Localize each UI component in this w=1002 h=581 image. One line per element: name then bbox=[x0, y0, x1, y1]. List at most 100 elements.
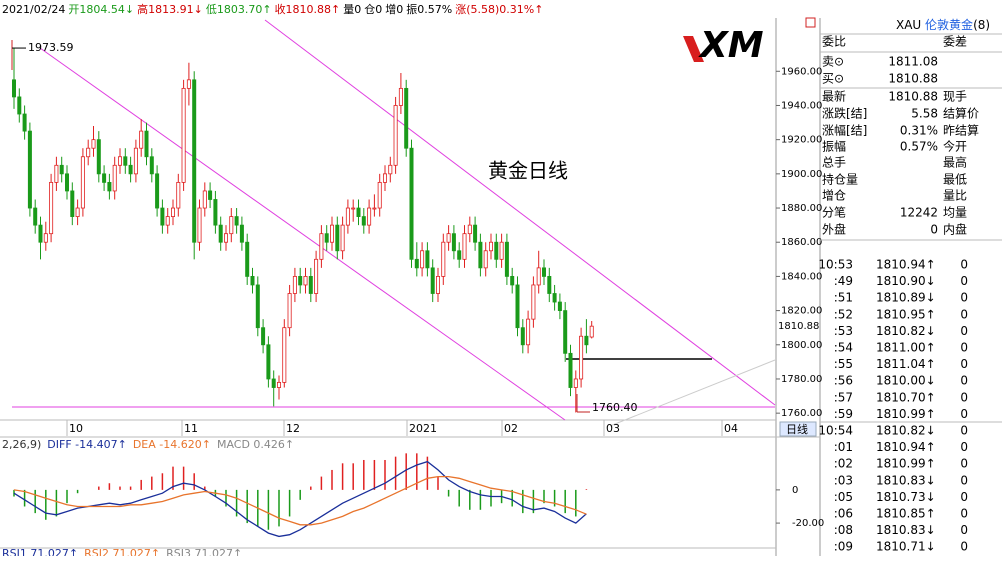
candle-body bbox=[372, 207, 377, 210]
candle-body bbox=[17, 96, 22, 115]
info-text: 2021/02/24 开1804.54↓ 高1813.91↓ 低1803.70↑ 收18… bbox=[2, 2, 543, 16]
candle-body bbox=[149, 156, 154, 175]
candle-body bbox=[557, 301, 562, 311]
row-right: 最高 bbox=[943, 155, 967, 170]
candle-body bbox=[361, 216, 366, 226]
info-item: 2021/02/24 bbox=[2, 3, 65, 16]
candle-body bbox=[435, 276, 440, 294]
tick-time: 10:54 bbox=[818, 424, 853, 438]
candle-body bbox=[261, 327, 266, 346]
tick-price: 1810.94↑ bbox=[876, 258, 936, 272]
candle-body bbox=[11, 79, 16, 98]
info-item: 开1804.54↓ bbox=[68, 3, 134, 16]
tick-price: 1810.82↓ bbox=[876, 324, 936, 338]
candle-body bbox=[59, 164, 64, 175]
row-label: 最新 bbox=[822, 89, 846, 104]
logo: XM bbox=[698, 25, 764, 66]
period-button[interactable]: 日线 bbox=[786, 422, 808, 436]
tick-volume: 0 bbox=[960, 457, 968, 471]
info-item: 收1810.88↑ bbox=[275, 2, 341, 16]
row-right: 现手 bbox=[943, 90, 967, 104]
y-tick-label: 1800.00 bbox=[781, 340, 822, 351]
candle-body bbox=[526, 318, 531, 346]
candle-body bbox=[54, 164, 59, 183]
tick-volume: 0 bbox=[960, 424, 968, 438]
candle-body bbox=[38, 224, 43, 243]
tick-volume: 0 bbox=[960, 357, 968, 371]
candle-body bbox=[234, 216, 239, 226]
candle-body bbox=[520, 327, 525, 346]
tick-time: 10:53 bbox=[818, 258, 853, 272]
x-tick-label: 12 bbox=[286, 422, 300, 435]
tick-price: 1810.83↓ bbox=[876, 473, 936, 487]
candle-body bbox=[531, 284, 536, 320]
candle-body bbox=[420, 250, 425, 269]
tick-volume: 0 bbox=[960, 291, 968, 305]
candle-body bbox=[112, 164, 117, 192]
row-label: 涨幅[结] bbox=[822, 123, 867, 138]
candle-body bbox=[340, 224, 345, 252]
candle-body bbox=[547, 276, 552, 294]
row-right: 均量 bbox=[943, 206, 967, 220]
candle-body bbox=[155, 173, 160, 209]
tick-time: :06 bbox=[834, 507, 853, 521]
tick-price: 1810.89↓ bbox=[876, 291, 936, 305]
candle-body bbox=[398, 87, 403, 106]
candle-body bbox=[478, 241, 483, 269]
tick-time: :01 bbox=[834, 440, 853, 454]
price-chart: 1760.00 1780.00 1800.00 1820.00 1840.00 1860.… bbox=[11, 41, 822, 437]
row-value: 0 bbox=[930, 223, 938, 237]
row-right: 委差 bbox=[943, 35, 967, 49]
candle-body bbox=[483, 250, 488, 269]
candle-body bbox=[409, 147, 414, 260]
candle-body bbox=[287, 293, 292, 329]
tick-time: :54 bbox=[834, 341, 853, 355]
x-tick-label: 11 bbox=[184, 422, 198, 435]
candle-body bbox=[388, 164, 393, 175]
y-tick-label: 1880.00 bbox=[781, 203, 822, 214]
candle-body bbox=[441, 241, 446, 277]
candle-body bbox=[33, 207, 38, 226]
candle-body bbox=[573, 378, 578, 388]
tick-price: 1810.00↓ bbox=[876, 374, 936, 388]
candle-body bbox=[239, 224, 244, 243]
y-tick-label: 1860.00 bbox=[781, 237, 822, 248]
macd-header-item: MACD 0.426↑ bbox=[217, 438, 294, 451]
candle-body bbox=[245, 241, 250, 277]
y-tick-label: 1840.00 bbox=[781, 271, 822, 282]
candle-body bbox=[462, 233, 467, 260]
x-tick-label: 03 bbox=[606, 422, 620, 435]
candle-body bbox=[123, 156, 128, 166]
candle-body bbox=[451, 233, 456, 252]
candle-body bbox=[86, 147, 91, 158]
tick-price: 1810.99↑ bbox=[876, 457, 936, 471]
candle-body bbox=[292, 276, 297, 294]
y-tick-label: 1900.00 bbox=[781, 169, 822, 180]
candle-body bbox=[589, 325, 594, 338]
y-tick-label: 1760.00 bbox=[781, 408, 822, 419]
info-bar: 2021/02/24 开1804.54↓ 高1813.91↓ 低1803.70↑ 收18… bbox=[2, 2, 543, 16]
x-tick-label: 02 bbox=[504, 422, 518, 435]
tick-price: 1810.90↓ bbox=[876, 274, 936, 288]
window-button[interactable] bbox=[805, 17, 816, 28]
row-value: 5.58 bbox=[911, 107, 938, 121]
info-item: 量0 bbox=[343, 3, 361, 16]
row-value: 1811.08 bbox=[888, 55, 938, 69]
tick-volume: 0 bbox=[960, 307, 968, 321]
candle-body bbox=[377, 181, 382, 209]
trend-line bbox=[39, 47, 566, 421]
row-value: 0.57% bbox=[900, 140, 938, 154]
tick-time: :08 bbox=[834, 523, 853, 537]
candle-body bbox=[414, 258, 419, 269]
info-item: 增0 bbox=[385, 2, 403, 16]
tick-time: :51 bbox=[834, 291, 853, 305]
candle-body bbox=[75, 207, 80, 217]
name: 伦敦黄金 bbox=[925, 17, 973, 32]
candle-body bbox=[510, 276, 515, 286]
tick-price: 1810.95↑ bbox=[876, 307, 936, 321]
x-tick-label: 04 bbox=[724, 422, 738, 435]
candle-body bbox=[250, 276, 255, 286]
row-label: 外盘 bbox=[822, 222, 846, 237]
y-tick-label: -20.00 bbox=[792, 518, 824, 529]
candle-body bbox=[308, 276, 313, 294]
